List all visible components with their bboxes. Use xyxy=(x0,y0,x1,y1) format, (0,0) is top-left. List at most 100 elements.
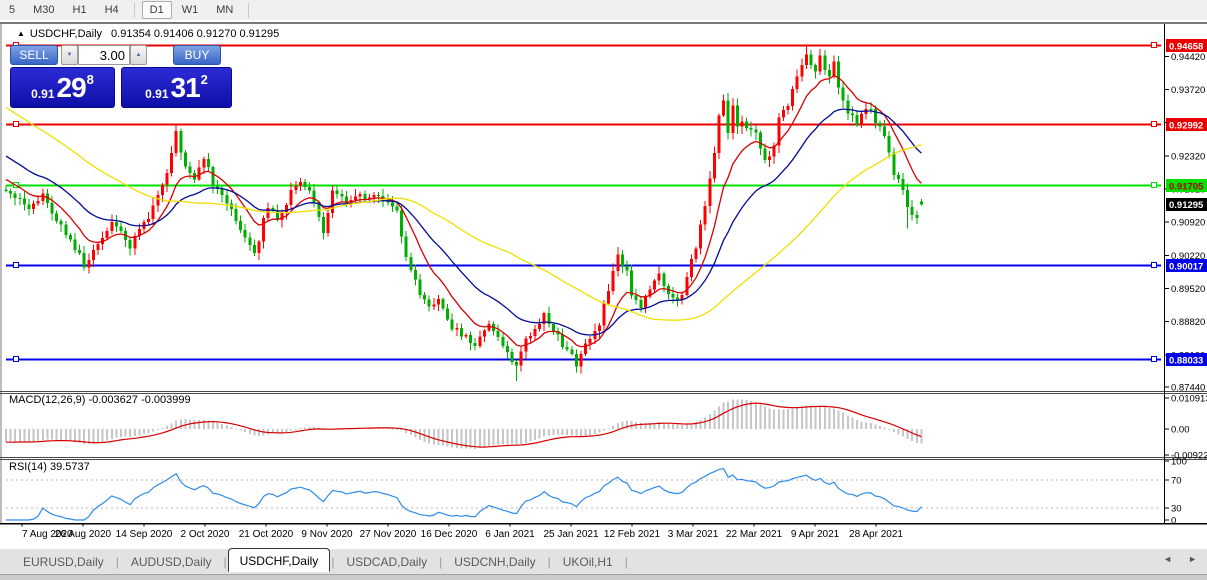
tab-separator: | xyxy=(331,554,335,569)
buy-price-prefix: 0.91 xyxy=(145,86,169,101)
tab-scroll-buttons: ◄ ► xyxy=(1163,554,1197,564)
one-click-trade-panel: SELL ▼ 3.00 ▲ BUY 0.91 29 8 0.91 31 2 xyxy=(10,45,232,108)
price-tick-label: 0.90920 xyxy=(1171,218,1205,229)
price-tick-label: 0.89520 xyxy=(1171,284,1205,295)
sell-button[interactable]: SELL xyxy=(10,45,58,65)
line-handle[interactable] xyxy=(1151,42,1157,48)
line-price-label xyxy=(1166,39,1207,52)
chart-symbol-label: USDCHF,Daily xyxy=(29,28,103,40)
line-handle[interactable] xyxy=(13,262,19,268)
buy-button[interactable]: BUY xyxy=(173,45,221,65)
date-label: 9 Apr 2021 xyxy=(791,529,840,540)
rsi-line xyxy=(6,468,922,521)
svg-text:0.91705: 0.91705 xyxy=(1169,181,1204,192)
sell-price-point: 8 xyxy=(86,72,94,87)
tab-separator: | xyxy=(439,554,443,569)
timeframe-button-D1[interactable]: D1 xyxy=(141,1,172,19)
horizontal-lines-layer[interactable] xyxy=(6,42,1161,362)
chart-tabs: EURUSD,Daily | AUDUSD,Daily | USDCHF,Daily | U… xyxy=(0,547,1207,574)
tab-scroll-left-icon[interactable]: ◄ xyxy=(1163,554,1173,564)
line-handle[interactable] xyxy=(1151,262,1157,268)
timeframe-button-H1[interactable]: H1 xyxy=(72,4,87,16)
toolbar-separator xyxy=(133,2,135,18)
line-handle[interactable] xyxy=(13,356,19,362)
price-line-labels-layer: 0.94658 0.92992 0.91705 0.90017 0.88033 0.912… xyxy=(1166,39,1207,366)
toolbar-separator xyxy=(248,2,250,18)
timeframe-button-5[interactable]: 5 xyxy=(9,4,16,16)
date-label: 28 Apr 2021 xyxy=(849,529,903,540)
ma-fast-line xyxy=(5,74,922,348)
macd-tick-label: 0.010913 xyxy=(1171,393,1207,404)
collapse-icon[interactable]: ▲ xyxy=(17,29,25,38)
date-label: 26 Aug 2020 xyxy=(55,529,112,540)
price-tick-label: 0.93720 xyxy=(1171,85,1205,96)
price-tick-label: 0.92320 xyxy=(1171,151,1205,162)
timeframe-toolbar: 5 M30 H1 H4 D1 W1 MN xyxy=(0,0,1207,20)
tab-separator: | xyxy=(115,554,119,569)
buy-price-pips: 31 xyxy=(170,71,201,103)
sell-price-box[interactable]: 0.91 29 8 xyxy=(10,67,116,108)
tab-eurusd-daily[interactable]: EURUSD,Daily xyxy=(23,554,104,569)
tab-scroll-right-icon[interactable]: ► xyxy=(1188,554,1197,564)
tab-separator: | xyxy=(223,554,227,569)
svg-text:0.88033: 0.88033 xyxy=(1169,355,1203,366)
tab-audusd-daily[interactable]: AUDUSD,Daily xyxy=(130,554,212,569)
line-price-label xyxy=(1166,259,1207,272)
date-label: 25 Jan 2021 xyxy=(543,529,598,540)
price-tick-label: 0.94420 xyxy=(1171,52,1205,63)
pane-borders xyxy=(0,24,1207,525)
chart-ohlc-values: 0.91354 0.91406 0.91270 0.91295 xyxy=(111,28,280,40)
tab-usdcad-daily[interactable]: USDCAD,Daily xyxy=(346,554,428,569)
date-label: 27 Nov 2020 xyxy=(360,529,417,540)
svg-text:0.92992: 0.92992 xyxy=(1169,120,1203,131)
timeframe-button-M30[interactable]: M30 xyxy=(33,4,55,16)
line-price-label xyxy=(1166,118,1207,131)
buy-price-box[interactable]: 0.91 31 2 xyxy=(121,67,232,108)
spin-down-icon: ▼ xyxy=(66,52,73,58)
line-handle[interactable] xyxy=(1151,356,1157,362)
chart-tabbar: EURUSD,Daily | AUDUSD,Daily | USDCHF,Daily | U… xyxy=(0,546,1207,580)
sell-price-prefix: 0.91 xyxy=(31,86,55,101)
date-label: 21 Oct 2020 xyxy=(239,529,294,540)
line-handle[interactable] xyxy=(13,121,19,127)
tab-separator: | xyxy=(547,554,551,569)
rsi-indicator-label: RSI(14) 39.5737 xyxy=(9,461,90,473)
macd-tick-label: 0.00 xyxy=(1171,425,1190,436)
buy-price-point: 2 xyxy=(200,72,208,87)
tab-usdcnh-daily[interactable]: USDCNH,Daily xyxy=(454,554,536,569)
spin-up-icon: ▲ xyxy=(135,52,142,58)
macd-indicator-label: MACD(12,26,9) -0.003627 -0.003999 xyxy=(9,394,191,406)
date-label: 6 Jan 2021 xyxy=(485,529,535,540)
volume-increase-button[interactable]: ▲ xyxy=(130,45,147,65)
line-price-label xyxy=(1166,179,1207,192)
statusbar-strip xyxy=(0,574,1207,580)
rsi-tick-label: 0 xyxy=(1171,516,1176,527)
chart-canvas[interactable]: 0.944200.937200.930200.923200.916200.909… xyxy=(0,24,1207,546)
volume-input[interactable]: 3.00 xyxy=(78,45,130,65)
tab-usdchf-daily[interactable]: USDCHF,Daily xyxy=(227,547,331,572)
price-tick-label: 0.87440 xyxy=(1171,383,1205,394)
macd-signal-line xyxy=(6,402,922,448)
timeframe-button-H4[interactable]: H4 xyxy=(104,4,119,16)
date-label: 22 Mar 2021 xyxy=(726,529,783,540)
ma-medium-line xyxy=(5,108,922,336)
line-handle[interactable] xyxy=(1151,182,1157,188)
macd-pane-layer xyxy=(5,399,923,449)
date-label: 12 Feb 2021 xyxy=(604,529,661,540)
date-label: 3 Mar 2021 xyxy=(668,529,719,540)
candles-layer xyxy=(4,45,923,381)
timeframe-button-MN[interactable]: MN xyxy=(216,4,234,16)
svg-text:0.91295: 0.91295 xyxy=(1169,200,1204,211)
moving-averages-layer xyxy=(5,74,922,348)
rsi-tick-label: 100 xyxy=(1171,457,1187,468)
svg-text:0.90017: 0.90017 xyxy=(1169,261,1203,272)
volume-decrease-button[interactable]: ▼ xyxy=(61,45,78,65)
date-label: 14 Sep 2020 xyxy=(116,529,173,540)
rsi-pane-layer xyxy=(6,468,1161,521)
tab-ukoil-h1[interactable]: UKOil,H1 xyxy=(562,554,613,569)
date-label: 16 Dec 2020 xyxy=(421,529,478,540)
price-tick-label: 0.90220 xyxy=(1171,251,1205,262)
line-handle[interactable] xyxy=(1151,121,1157,127)
timeframe-button-W1[interactable]: W1 xyxy=(181,4,199,16)
date-label: 7 Aug 2020 xyxy=(22,529,73,540)
